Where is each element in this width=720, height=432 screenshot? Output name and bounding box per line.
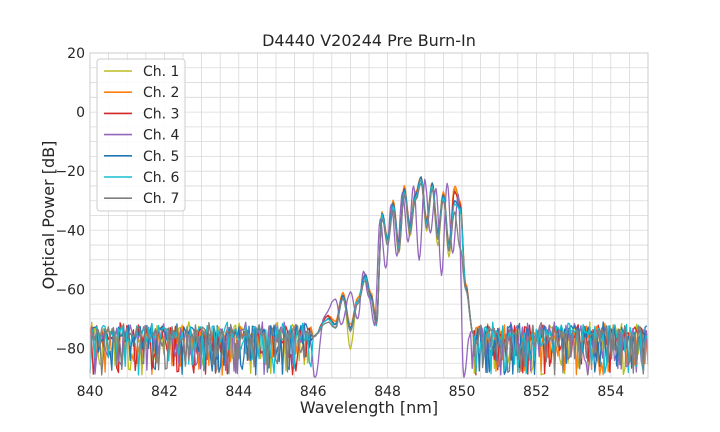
x-tick-label: 850	[449, 384, 476, 400]
x-tick-label: 854	[597, 384, 624, 400]
x-tick-label: 846	[300, 384, 327, 400]
x-tick-label: 852	[523, 384, 550, 400]
legend: Ch. 1 Ch. 2 Ch. 3 Ch. 4 Ch. 5 Ch. 6 Ch. 7	[96, 58, 186, 212]
y-tick-label: −20	[55, 164, 85, 180]
y-tick-labels: 20 0 −20 −40 −60 −80	[55, 46, 85, 357]
y-tick-label: −60	[55, 282, 85, 298]
legend-label-ch-4: Ch. 4	[143, 128, 180, 144]
x-tick-label: 840	[77, 384, 104, 400]
series-lines	[89, 176, 649, 379]
x-tick-label: 844	[225, 384, 252, 400]
legend-label-ch-2: Ch. 2	[143, 85, 179, 101]
legend-label-ch-1: Ch. 1	[143, 64, 179, 80]
y-tick-label: 20	[67, 46, 85, 62]
series-line-ch-6	[89, 179, 648, 376]
y-tick-label: 0	[76, 105, 85, 121]
legend-box	[96, 58, 186, 212]
chart-title: D4440 V20244 Pre Burn-In	[262, 31, 476, 50]
series-line-ch-7	[89, 182, 648, 376]
x-tick-label: 848	[374, 384, 401, 400]
legend-label-ch-3: Ch. 3	[143, 106, 179, 122]
legend-label-ch-6: Ch. 6	[143, 170, 180, 186]
x-axis-label: Wavelength [nm]	[300, 398, 438, 417]
y-axis-label: Optical Power [dB]	[39, 141, 58, 290]
y-tick-label: −40	[55, 223, 85, 239]
legend-label-ch-5: Ch. 5	[143, 149, 179, 165]
plot-frame	[89, 52, 649, 379]
y-tick-label: −80	[55, 341, 85, 357]
x-tick-labels: 840 842 844 846 848 850 852 854	[77, 384, 625, 400]
x-tick-label: 842	[151, 384, 178, 400]
legend-label-ch-7: Ch. 7	[143, 191, 179, 207]
